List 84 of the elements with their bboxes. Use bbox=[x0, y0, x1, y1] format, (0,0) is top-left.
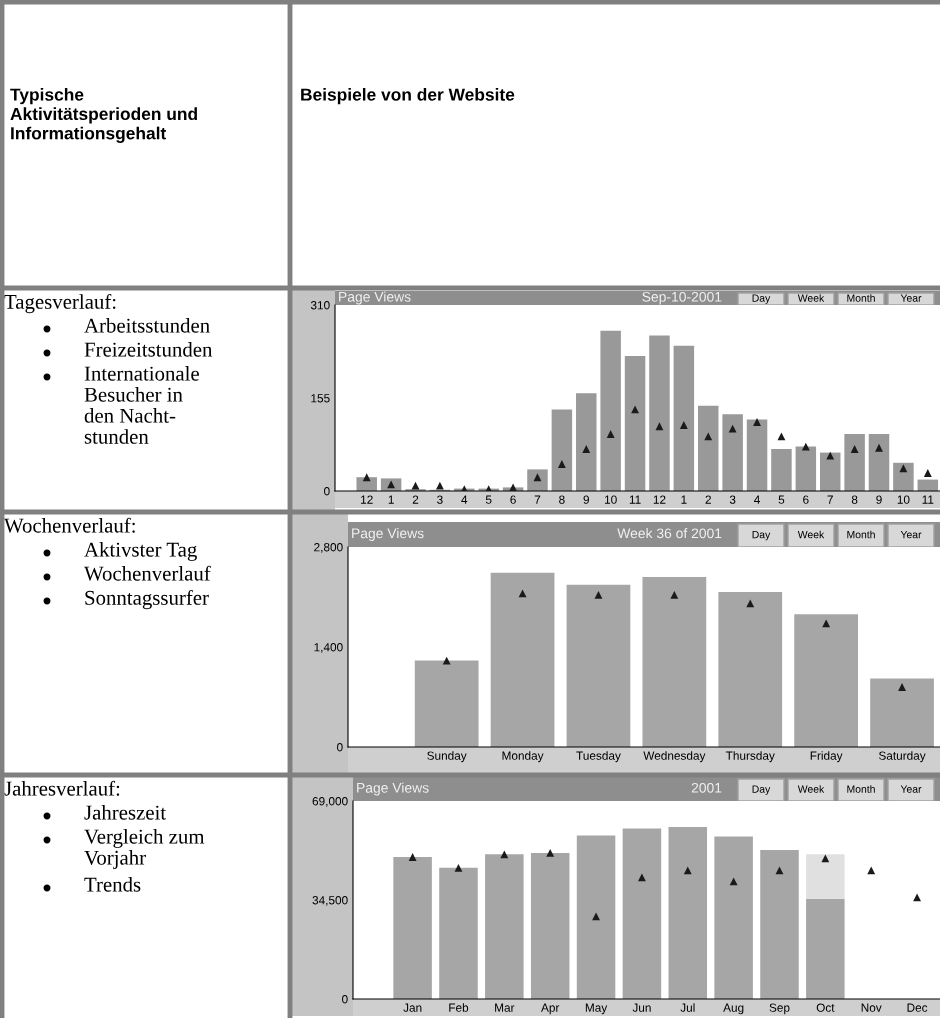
x-tick-label: Feb bbox=[449, 1003, 469, 1012]
x-tick-label: 6 bbox=[510, 495, 516, 504]
text: Day bbox=[752, 294, 771, 304]
x-tick-label: Wednesday bbox=[643, 751, 706, 763]
x-tick-label: 1 bbox=[388, 495, 394, 504]
text: Typische Aktivitätsperioden und Informationsgehalt bbox=[10, 88, 197, 143]
y-tick-label: 1,400 bbox=[314, 643, 343, 653]
text: Beispiele von der Website bbox=[301, 88, 515, 105]
y-tick-label: 0 bbox=[324, 487, 330, 496]
chart-subtitle: Week 36 of 2001 bbox=[617, 528, 722, 539]
chart-title: Page Views bbox=[357, 782, 429, 796]
y-tick-label: 310 bbox=[310, 301, 330, 310]
x-tick-label: Friday bbox=[810, 751, 843, 763]
x-tick-label: Mar bbox=[495, 1003, 515, 1012]
text: Week bbox=[797, 785, 825, 793]
x-tick-label: 1 bbox=[681, 495, 687, 504]
chart-subtitle: Sep-10-2001 bbox=[642, 291, 722, 305]
x-tick-label: 5 bbox=[778, 495, 785, 504]
text: Year bbox=[900, 531, 922, 539]
x-tick-label: 8 bbox=[851, 495, 858, 504]
x-tick-label: 7 bbox=[827, 495, 833, 504]
text: Internationale Besucher in den Nacht- stunden bbox=[84, 366, 199, 444]
text: Tagesverlauf: bbox=[4, 294, 116, 314]
x-tick-label: 7 bbox=[534, 495, 541, 504]
x-tick-label: 12 bbox=[361, 495, 373, 504]
x-tick-label: 11 bbox=[629, 495, 641, 504]
x-tick-label: Monday bbox=[502, 751, 544, 763]
x-tick-label: 10 bbox=[897, 495, 910, 504]
text: Month bbox=[847, 530, 875, 539]
x-tick-label: 9 bbox=[583, 495, 589, 504]
x-tick-label: Sep bbox=[769, 1003, 790, 1015]
chart-subtitle: 2001 bbox=[691, 782, 722, 793]
text: Vergleich zum Vorjahr bbox=[84, 829, 205, 870]
text: Jahreszeit bbox=[84, 805, 167, 820]
y-tick-label: 0 bbox=[337, 743, 343, 752]
x-tick-label: May bbox=[585, 1003, 608, 1015]
text: Week bbox=[797, 294, 825, 302]
x-tick-label: Oct bbox=[816, 1003, 835, 1012]
x-tick-label: Dec bbox=[907, 1003, 928, 1012]
x-tick-label: 5 bbox=[485, 495, 492, 504]
x-tick-label: 3 bbox=[729, 495, 736, 504]
y-tick-label: 0 bbox=[342, 995, 348, 1004]
text: Day bbox=[752, 531, 771, 541]
x-tick-label: 4 bbox=[754, 495, 760, 504]
x-tick-label: Saturday bbox=[878, 751, 926, 763]
text: Sonntagssurfer bbox=[85, 590, 209, 610]
text: Trends bbox=[84, 877, 141, 892]
x-tick-label: Apr bbox=[541, 1003, 560, 1015]
x-tick-label: 8 bbox=[559, 495, 565, 504]
chart-title: Page Views bbox=[352, 528, 424, 541]
x-tick-label: Thursday bbox=[725, 751, 775, 763]
text: Wochenverlauf bbox=[84, 565, 211, 581]
x-tick-label: Nov bbox=[861, 1003, 882, 1012]
text: Freizeitstunden bbox=[84, 342, 213, 357]
y-tick-label: 155 bbox=[311, 394, 330, 403]
text: Month bbox=[847, 294, 875, 302]
x-tick-label: Jul bbox=[680, 1003, 695, 1012]
y-tick-label: 34,500 bbox=[312, 896, 348, 906]
x-tick-label: 4 bbox=[461, 495, 468, 504]
x-tick-label: 11 bbox=[922, 495, 934, 504]
text: Week bbox=[797, 530, 825, 539]
text: Day bbox=[752, 785, 771, 795]
x-tick-label: Sunday bbox=[427, 751, 467, 763]
x-tick-label: 9 bbox=[876, 495, 882, 504]
x-tick-label: Jan bbox=[403, 1003, 422, 1012]
x-tick-label: Aug bbox=[723, 1003, 744, 1015]
x-tick-label: 2 bbox=[705, 495, 711, 504]
chart-title: Page Views bbox=[339, 291, 411, 305]
text: Arbeitsstunden bbox=[84, 318, 210, 333]
text: Jahresverlauf: bbox=[4, 780, 120, 796]
text: Year bbox=[900, 294, 922, 302]
x-tick-label: 3 bbox=[437, 495, 443, 504]
text: Wochenverlauf: bbox=[4, 517, 135, 533]
x-tick-label: 10 bbox=[605, 495, 617, 504]
text: Year bbox=[900, 785, 922, 793]
x-tick-label: Tuesday bbox=[576, 751, 621, 763]
x-tick-label: 12 bbox=[653, 495, 666, 504]
text: Aktivster Tag bbox=[84, 542, 197, 561]
y-tick-label: 2,800 bbox=[314, 543, 343, 553]
x-tick-label: 2 bbox=[412, 495, 419, 504]
x-tick-label: Jun bbox=[632, 1003, 651, 1012]
x-tick-label: 6 bbox=[803, 495, 809, 504]
text: Month bbox=[847, 785, 875, 793]
y-tick-label: 69,000 bbox=[312, 797, 348, 807]
